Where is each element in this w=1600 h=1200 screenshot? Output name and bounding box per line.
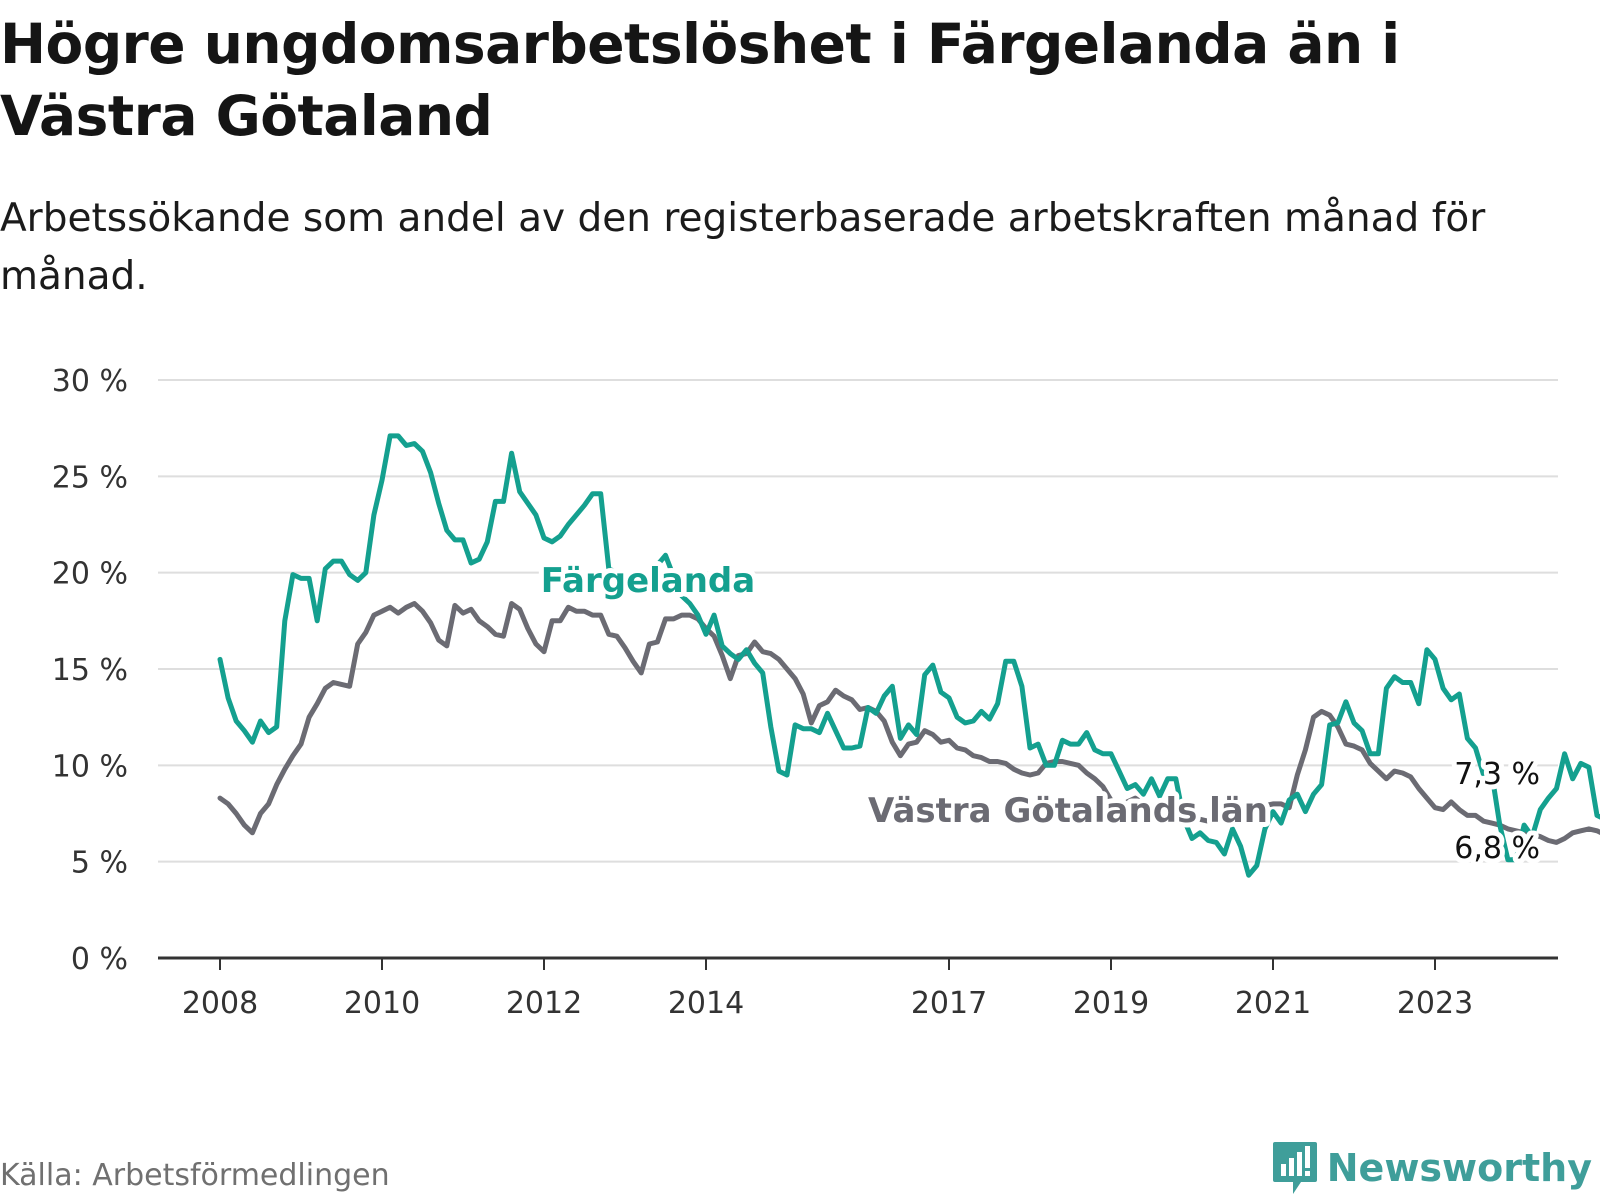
y-tick-label: 15 % (52, 653, 128, 688)
x-tick-label: 2010 (344, 986, 420, 1021)
fargelanda-line (217, 433, 1600, 878)
x-tick-label: 2019 (1073, 986, 1149, 1021)
logo-text: Newsworthy (1326, 1146, 1592, 1190)
x-tick-label: 2023 (1397, 986, 1473, 1021)
series-lines (217, 433, 1600, 878)
y-tick-label: 0 % (71, 942, 128, 977)
newsworthy-logo: Newsworthy (1271, 1142, 1592, 1194)
x-tick-label: 2017 (911, 986, 987, 1021)
line-chart: 0 %5 %10 %15 %20 %25 %30 % 2008 2010 2012 2… (52, 364, 1600, 1021)
vastra-gotaland-end-label: 6,8 % (1454, 831, 1540, 866)
fargelanda-series-label: Färgelanda (541, 561, 755, 601)
x-axis: 2008 2010 2012 2014 2017 2019 2021 2023 (158, 956, 1558, 1021)
x-tick-label: 2012 (506, 986, 582, 1021)
x-tick-label: 2008 (182, 986, 258, 1021)
x-tick-label: 2021 (1235, 986, 1311, 1021)
series-labels: Färgelanda Västra Götalands län 7,3 % 6,8 % (536, 556, 1545, 871)
chart-title: Högre ungdomsarbetslöshet i Färgelanda ä… (0, 12, 1400, 148)
x-tick-label: 2014 (668, 986, 744, 1021)
y-tick-label: 5 % (71, 846, 128, 881)
fargelanda-end-label: 7,3 % (1454, 757, 1540, 792)
y-tick-label: 30 % (52, 364, 128, 399)
y-axis-ticks: 0 % 5 % 10 % 15 % 20 % 25 % 30 % (52, 364, 128, 977)
y-tick-label: 25 % (52, 460, 128, 495)
vastra-gotaland-series-label: Västra Götalands län (868, 791, 1268, 831)
source-note: Källa: Arbetsförmedlingen (0, 1158, 390, 1193)
vastra-gotaland-line (217, 601, 1600, 845)
y-tick-label: 10 % (52, 749, 128, 784)
chart-bubble-icon (1272, 1142, 1317, 1194)
y-tick-label: 20 % (52, 557, 128, 592)
gridlines (158, 379, 1558, 863)
chart-subtitle: Arbetssökande som andel av den registerb… (0, 196, 1486, 299)
